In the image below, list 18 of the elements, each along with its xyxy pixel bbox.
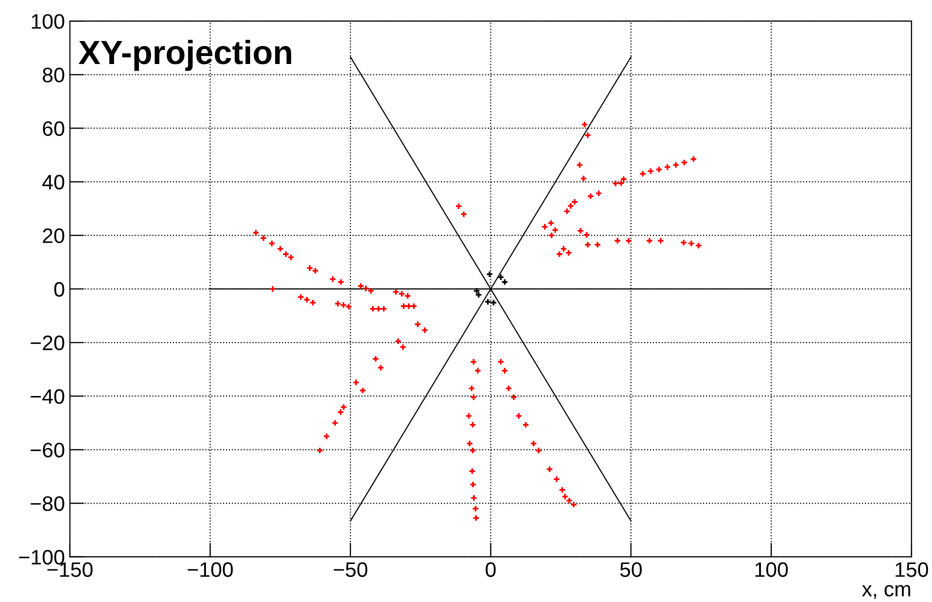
y-tick-label: −60 xyxy=(30,442,64,458)
x-tick-label: −100 xyxy=(188,562,233,578)
text: XY-projection xyxy=(78,40,292,71)
x-tick-label: 100 xyxy=(755,562,788,578)
y-tick-label: 40 xyxy=(42,174,64,190)
y-tick-label: 60 xyxy=(42,121,64,136)
x-tick-label: 50 xyxy=(620,562,642,578)
y-tick-label: −20 xyxy=(30,336,64,350)
y-tick-label: 0 xyxy=(54,282,64,297)
y-tick-label: 100 xyxy=(32,14,64,29)
y-tick-label: 20 xyxy=(42,228,64,244)
x-tick-label: 0 xyxy=(486,562,496,578)
x-tick-label: 150 xyxy=(896,562,928,578)
x-axis-title: x, cm xyxy=(862,585,910,599)
y-tick-label: −80 xyxy=(30,496,64,512)
y-tick-label: −40 xyxy=(30,389,64,404)
y-tick-label: 80 xyxy=(42,68,64,82)
x-tick-label: −50 xyxy=(334,562,368,578)
